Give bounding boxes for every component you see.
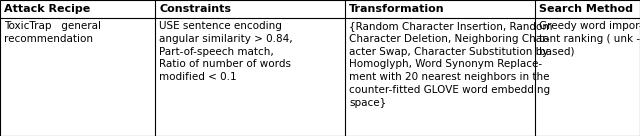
Text: Greedy word impor-
tant ranking ( unk -
based): Greedy word impor- tant ranking ( unk - … <box>539 21 640 57</box>
Text: Search Method: Search Method <box>539 4 633 14</box>
Text: {Random Character Insertion, Random
Character Deletion, Neighboring Char-
acter : {Random Character Insertion, Random Char… <box>349 21 552 108</box>
Text: Constraints: Constraints <box>159 4 231 14</box>
Text: Transformation: Transformation <box>349 4 445 14</box>
Text: Attack Recipe: Attack Recipe <box>4 4 90 14</box>
Text: USE sentence encoding
angular similarity > 0.84,
Part-of-speech match,
Ratio of : USE sentence encoding angular similarity… <box>159 21 292 82</box>
Text: ToxicTrap   general
recommendation: ToxicTrap general recommendation <box>4 21 101 44</box>
